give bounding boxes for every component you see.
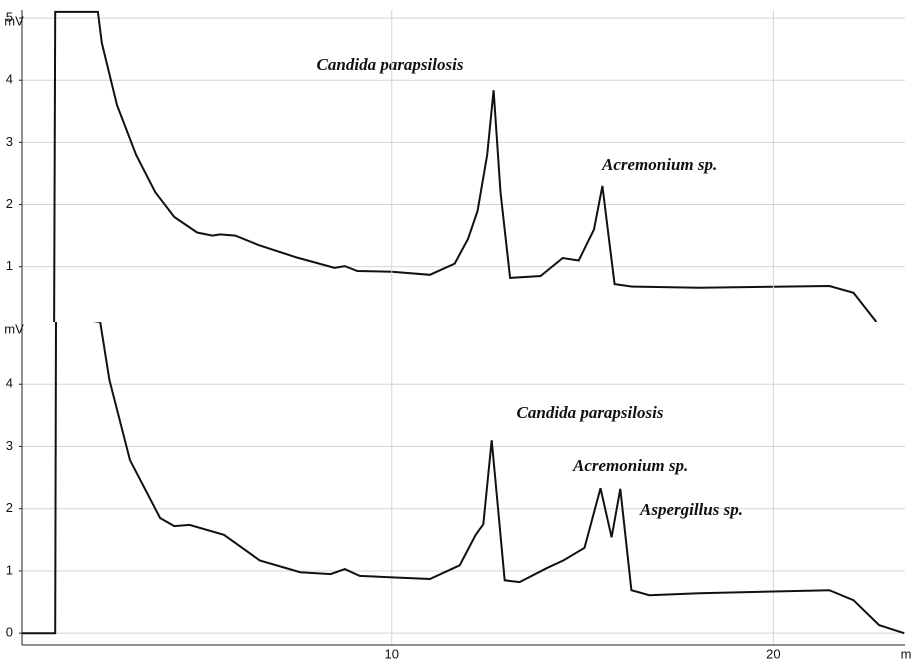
y-axis-label: mV <box>4 321 24 336</box>
y-tick-label: 1 <box>6 258 13 273</box>
y-tick-label: 3 <box>6 134 13 149</box>
y-tick-label: 5 <box>6 10 13 25</box>
y-tick-label: 1 <box>6 562 13 577</box>
x-tick-label: 20 <box>766 646 780 661</box>
y-axis-label: mV <box>4 13 24 28</box>
y-tick-label: 2 <box>6 196 13 211</box>
x-axis-label: m <box>901 646 912 661</box>
y-tick-label: 2 <box>6 500 13 515</box>
trace <box>53 10 878 322</box>
y-tick-label: 4 <box>6 376 13 391</box>
trace <box>22 322 905 635</box>
y-tick-label: 4 <box>6 72 13 87</box>
y-tick-label: 0 <box>6 625 13 640</box>
annotation: Acremonium sp. <box>572 456 688 475</box>
annotation: Aspergillus sp. <box>639 500 743 519</box>
y-tick-label: 3 <box>6 438 13 453</box>
annotation: Acremonium sp. <box>601 155 717 174</box>
x-tick-label: 10 <box>385 646 399 661</box>
annotation: Candida parapsilosis <box>517 403 664 422</box>
annotation: Candida parapsilosis <box>317 55 464 74</box>
